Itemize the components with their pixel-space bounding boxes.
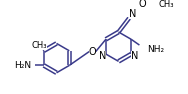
Text: H₂N: H₂N — [14, 61, 32, 70]
Text: O: O — [138, 0, 146, 9]
Text: N: N — [131, 51, 138, 61]
Text: N: N — [99, 51, 106, 61]
Text: O: O — [89, 47, 96, 57]
Text: CH₃: CH₃ — [32, 41, 48, 50]
Text: CH₃: CH₃ — [158, 0, 174, 9]
Text: N: N — [129, 9, 136, 19]
Text: NH₂: NH₂ — [148, 45, 165, 54]
